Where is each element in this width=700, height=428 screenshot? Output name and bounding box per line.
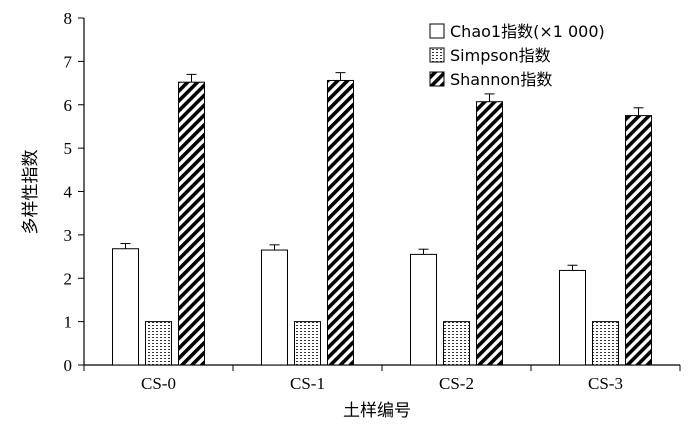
bar-white — [559, 269, 586, 366]
y-tick-label: 3 — [64, 226, 73, 245]
y-tick-label: 5 — [64, 139, 73, 158]
y-tick-label: 7 — [64, 52, 73, 71]
bar-diagonal — [625, 115, 652, 366]
bar-dots — [443, 321, 470, 366]
y-tick-label: 2 — [64, 269, 73, 288]
legend-label: Chao1指数(×1 000) — [450, 22, 605, 41]
legend-swatch-diagonal — [429, 71, 445, 87]
legend-swatch-dots — [429, 47, 445, 63]
x-tick-label: CS-3 — [588, 374, 623, 393]
y-tick-label: 6 — [64, 96, 73, 115]
bar-white — [261, 249, 288, 366]
x-axis-title: 土样编号 — [343, 401, 411, 421]
bar-dots — [294, 321, 321, 366]
y-tick-label: 1 — [64, 313, 73, 332]
bar-white — [410, 253, 437, 366]
bar-white — [112, 248, 139, 366]
plot-area: 0 1 2 3 4 5 6 7 8 CS-0 CS-1 CS-2 CS-3 — [64, 9, 681, 393]
bar-diagonal — [178, 81, 205, 366]
x-tick-label: CS-1 — [290, 374, 325, 393]
y-tick-label: 4 — [64, 183, 73, 202]
legend: Chao1指数(×1 000) Simpson指数 Shannon指数 — [429, 22, 605, 89]
bar-diagonal — [476, 101, 503, 366]
bar-dots — [145, 321, 172, 366]
x-tick-label: CS-2 — [439, 374, 474, 393]
legend-label: Simpson指数 — [450, 46, 551, 65]
bar-dots — [592, 321, 619, 366]
legend-label: Shannon指数 — [450, 70, 552, 89]
x-tick-label: CS-0 — [141, 374, 176, 393]
y-axis-title: 多样性指数 — [21, 150, 41, 235]
legend-swatch-white — [429, 23, 445, 39]
bar-diagonal — [327, 79, 354, 366]
y-tick-label: 8 — [64, 9, 73, 28]
y-tick-label: 0 — [64, 356, 73, 375]
